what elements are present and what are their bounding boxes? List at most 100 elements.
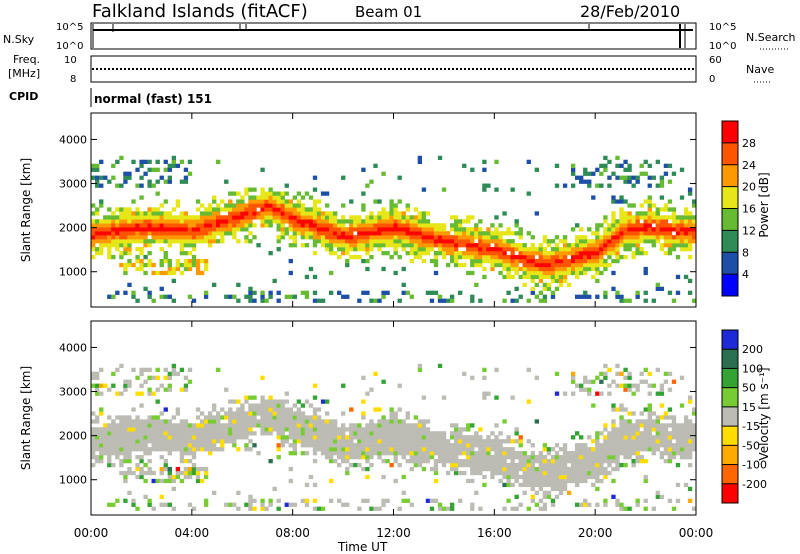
power-cell xyxy=(308,266,314,272)
velocity-cell xyxy=(195,439,201,444)
power-cell xyxy=(203,258,209,264)
power-cell xyxy=(490,258,495,264)
velocity-cell xyxy=(542,506,548,511)
velocity-cell xyxy=(683,447,689,452)
power-cell xyxy=(611,195,616,200)
velocity-cell xyxy=(175,466,181,472)
power-cell xyxy=(462,227,467,232)
power-cell xyxy=(207,207,213,212)
power-cell xyxy=(385,251,390,256)
velocity-cell xyxy=(312,482,318,488)
power-cell xyxy=(212,227,217,232)
power-cell xyxy=(550,266,556,272)
power-cell xyxy=(538,247,544,252)
velocity-cell xyxy=(474,431,479,436)
velocity-cell xyxy=(514,466,519,472)
power-cell xyxy=(619,215,624,220)
power-cell xyxy=(381,294,386,299)
power-cell xyxy=(345,243,350,248)
velocity-cell xyxy=(635,439,640,444)
power-cell xyxy=(583,167,588,172)
velocity-cell xyxy=(478,439,483,444)
velocity-cell xyxy=(292,403,297,408)
power-colorbar-swatch xyxy=(722,121,738,143)
velocity-cell xyxy=(163,427,168,432)
power-cell xyxy=(623,227,628,232)
power-cell xyxy=(244,219,249,224)
velocity-cell xyxy=(248,411,253,416)
velocity-cell xyxy=(381,474,386,480)
velocity-cell xyxy=(357,423,362,428)
power-cell xyxy=(421,239,427,244)
velocity-cell xyxy=(449,435,455,440)
power-cell xyxy=(91,231,96,236)
velocity-cell xyxy=(466,451,471,456)
velocity-cell xyxy=(199,478,205,484)
power-cell xyxy=(474,258,479,264)
power-cell xyxy=(482,254,487,260)
power-cell xyxy=(240,223,245,228)
power-cell xyxy=(207,235,213,240)
power-cell xyxy=(328,270,334,276)
time-tick-label: 00:00 xyxy=(74,526,109,540)
power-cell xyxy=(671,219,677,224)
power-cell xyxy=(667,223,673,228)
velocity-cell xyxy=(623,419,628,424)
velocity-cell xyxy=(236,490,241,496)
power-cell xyxy=(373,219,378,224)
power-cell xyxy=(643,270,648,276)
velocity-cell xyxy=(203,502,209,507)
power-cell xyxy=(546,239,552,244)
velocity-cell xyxy=(550,466,556,472)
power-cell xyxy=(518,231,523,236)
velocity-cell xyxy=(127,447,132,452)
velocity-cell xyxy=(373,447,378,452)
velocity-cell xyxy=(591,403,596,408)
power-cell xyxy=(603,235,608,240)
power-cell xyxy=(405,243,410,248)
power-cell xyxy=(324,227,330,232)
power-cell xyxy=(502,239,507,244)
power-cell xyxy=(131,239,136,244)
velocity-cell xyxy=(345,435,350,440)
power-cell xyxy=(111,163,116,168)
power-cell xyxy=(312,187,318,192)
power-cell xyxy=(175,203,181,208)
velocity-cell xyxy=(191,427,197,432)
power-cell xyxy=(526,247,531,252)
velocity-cell xyxy=(272,411,277,416)
power-cell xyxy=(691,203,697,208)
nsearch-tick-top: 10^5 xyxy=(709,22,736,33)
velocity-cell xyxy=(345,466,350,472)
power-cell xyxy=(304,227,310,232)
velocity-cell xyxy=(333,459,338,464)
power-cell xyxy=(272,215,277,220)
power-cell xyxy=(462,219,467,224)
power-colorbar-swatch xyxy=(722,164,738,187)
power-cell xyxy=(433,251,439,256)
velocity-cell xyxy=(328,451,334,456)
power-cell xyxy=(337,239,342,244)
power-cell xyxy=(498,254,503,260)
power-cell xyxy=(91,243,96,248)
velocity-cell xyxy=(546,490,552,496)
velocity-cell xyxy=(111,419,116,424)
velocity-cell xyxy=(607,459,612,464)
velocity-cell xyxy=(679,423,685,428)
power-cell xyxy=(175,163,181,168)
power-cell xyxy=(478,235,483,240)
power-cell xyxy=(575,223,580,228)
power-cell xyxy=(397,175,402,180)
power-cell xyxy=(377,199,382,204)
power-cell xyxy=(187,294,193,299)
power-cell xyxy=(687,239,693,244)
velocity-cell xyxy=(288,451,293,456)
velocity-cell xyxy=(123,383,128,388)
velocity-cell xyxy=(361,399,366,404)
power-cell xyxy=(264,191,269,196)
power-cell xyxy=(546,258,552,264)
power-cell xyxy=(175,223,181,228)
velocity-cell xyxy=(409,439,414,444)
velocity-cell xyxy=(373,451,378,456)
power-cell xyxy=(195,231,201,236)
